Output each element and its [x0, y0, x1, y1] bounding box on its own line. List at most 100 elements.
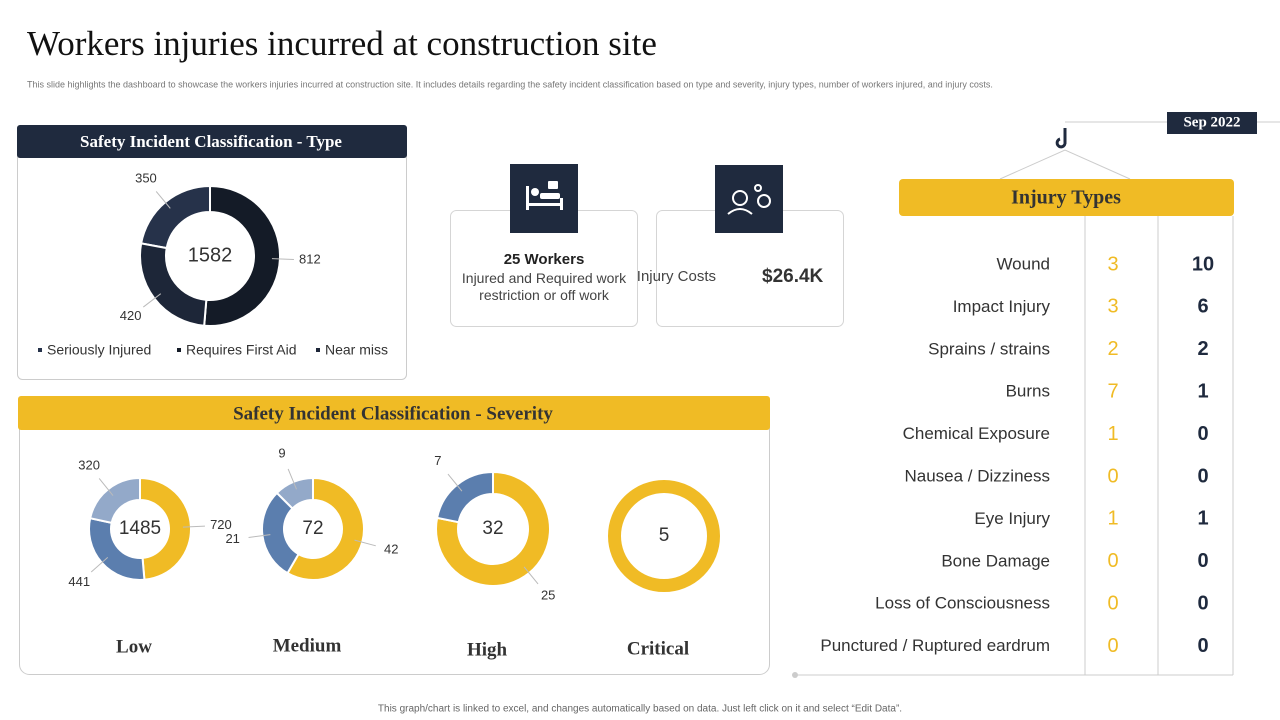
injury-name: Sprains / strains [928, 339, 1050, 358]
kpi-text-box: Injured and Required work restriction or… [461, 270, 627, 303]
donut-segment [139, 476, 192, 581]
value-label: 21 [225, 531, 239, 546]
type-title: Safety Incident Classification - Type [80, 132, 342, 151]
legend-label: Requires First Aid [186, 342, 296, 358]
donut-segment [435, 470, 551, 587]
severity-title: Safety Incident Classification - Severit… [233, 403, 553, 424]
leader-line [90, 557, 109, 573]
injury-count: 2 [1197, 338, 1208, 360]
injury-count: 1 [1197, 380, 1208, 402]
kpi-icon [715, 165, 783, 233]
injury-count: 3 [1107, 296, 1118, 318]
legend-label: Near miss [325, 342, 388, 358]
leader-line [155, 191, 171, 209]
injury-name: Wound [996, 254, 1050, 273]
donut-segment [139, 242, 208, 327]
date-badge [1167, 112, 1257, 134]
injury-title: Injury Types [1011, 187, 1121, 209]
donut-total: 72 [302, 518, 323, 539]
leader-line [142, 293, 162, 308]
leader-line [248, 534, 271, 538]
severity-header [18, 396, 770, 430]
donut-total: 5 [659, 525, 670, 546]
injury-count: 2 [1107, 338, 1118, 360]
kpi-workers-title: 25 Workers [504, 251, 585, 268]
leader-line [287, 468, 298, 490]
legend-marker [38, 348, 42, 352]
subtitle: This slide highlights the dashboard to s… [27, 79, 993, 89]
injury-count: 0 [1197, 592, 1208, 614]
value-label: 420 [120, 308, 142, 323]
donut-segment [203, 184, 281, 327]
value-label: 720 [210, 517, 232, 532]
legend-label: Seriously Injured [47, 342, 151, 358]
value-label: 320 [78, 457, 100, 472]
leader-line [523, 566, 539, 585]
injury-name: Burns [1006, 382, 1050, 401]
donut-title: Critical [627, 638, 689, 659]
value-label: 9 [278, 446, 285, 461]
footer: This graph/chart is linked to excel, and… [378, 704, 902, 715]
kpi-cost-label: Injury Costs [637, 268, 716, 285]
value-label: 350 [135, 171, 157, 186]
hang-lines [999, 149, 1131, 180]
injury-count: 3 [1107, 253, 1118, 275]
donut-total: 1485 [119, 518, 161, 539]
kpi-cost-value: $26.4K [762, 266, 824, 287]
donut-segment [88, 476, 141, 525]
kpi-workers-text: Injured and Required work restriction or… [461, 270, 627, 303]
injury-name: Bone Damage [941, 551, 1050, 570]
injury-name: Impact Injury [953, 297, 1051, 316]
type-header [17, 125, 407, 158]
donut-total: 32 [482, 518, 503, 539]
leader-line [354, 539, 376, 547]
bed-icon [526, 181, 563, 210]
injury-count: 0 [1197, 465, 1208, 487]
injury-count: 7 [1107, 380, 1118, 402]
injury-name: Chemical Exposure [903, 424, 1050, 443]
legend-marker [177, 348, 181, 352]
line-dot [792, 672, 798, 678]
donut-segment [435, 470, 494, 524]
value-label: 7 [434, 453, 441, 468]
donut-title: Medium [273, 635, 342, 656]
injury-count: 0 [1107, 592, 1118, 614]
injury-count: 0 [1197, 550, 1208, 572]
legend-marker [316, 348, 320, 352]
title: Workers injuries incurred at constructio… [27, 24, 657, 63]
donut-segment [606, 477, 722, 595]
injury-name: Loss of Consciousness [875, 594, 1050, 613]
injury-header [899, 179, 1234, 216]
value-label: 812 [299, 252, 321, 267]
injury-count: 0 [1107, 465, 1118, 487]
injury-name: Eye Injury [974, 509, 1050, 528]
donut-total: 1582 [188, 244, 233, 266]
injury-count: 0 [1107, 635, 1118, 657]
leader-line [98, 478, 114, 496]
injury-count: 0 [1197, 423, 1208, 445]
injury-count: 10 [1192, 253, 1214, 275]
value-label: 42 [384, 541, 398, 556]
value-label: 441 [68, 574, 90, 589]
injury-count: 0 [1107, 550, 1118, 572]
leader-line [182, 525, 205, 528]
cost-icon [727, 184, 771, 215]
leader-line [447, 473, 463, 492]
injury-name: Nausea / Dizziness [904, 466, 1050, 485]
donut-segment [286, 476, 365, 581]
injury-count: 1 [1197, 508, 1208, 530]
injury-name: Punctured / Ruptured eardrum [820, 636, 1050, 655]
donut-title: Low [116, 636, 152, 657]
injury-count: 1 [1107, 508, 1118, 530]
injury-count: 6 [1197, 296, 1208, 318]
value-label: 25 [541, 588, 555, 603]
donut-segment [275, 476, 314, 510]
table-lines [795, 216, 1234, 676]
injury-count: 1 [1107, 423, 1118, 445]
hook [1055, 128, 1067, 149]
leader-line [271, 258, 294, 261]
date: Sep 2022 [1183, 114, 1240, 130]
donut-title: High [467, 639, 508, 660]
